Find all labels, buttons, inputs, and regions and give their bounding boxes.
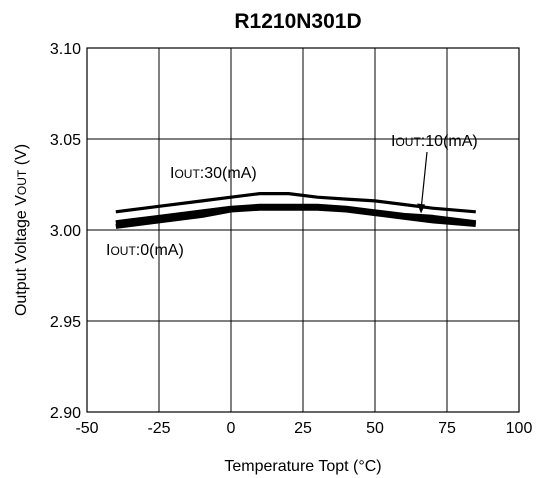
y-tick-label: 3.10	[50, 41, 81, 58]
annotation-sub: OUT	[395, 135, 421, 149]
x-tick-label: 100	[506, 420, 533, 437]
x-tick-label: 50	[366, 420, 384, 437]
x-tick-label: -25	[147, 420, 170, 437]
x-axis-label: Temperature Topt (°C)	[224, 458, 381, 475]
grid	[87, 48, 519, 412]
x-tick-label: 0	[227, 420, 236, 437]
y-tick-label: 2.90	[50, 405, 81, 422]
y-axis-label: Output Voltage VOUT (V)	[13, 144, 30, 316]
annotation-text: :10(mA)	[421, 133, 478, 150]
series-lines	[115, 192, 477, 229]
series-line	[115, 192, 476, 214]
y-tick-label: 2.95	[50, 314, 81, 331]
x-tick-label: 75	[438, 420, 456, 437]
x-tick-label: -50	[75, 420, 98, 437]
y-tick-labels: 3.10 3.05 3.00 2.95 2.90	[50, 41, 81, 422]
y-tick-label: 3.05	[50, 132, 81, 149]
annotation-iout-30: IOUT:30(mA)	[170, 165, 257, 182]
y-axis-label-sub: OUT	[15, 169, 29, 195]
annotation-sub: OUT	[110, 244, 136, 258]
y-tick-label: 3.00	[50, 223, 81, 240]
annotation-text: I	[391, 133, 395, 150]
chart-title: R1210N301D	[234, 10, 361, 33]
annotation-iout-10: IOUT:10(mA)	[391, 133, 478, 150]
y-axis-label-part: (V)	[13, 144, 30, 170]
annotation-iout-0: IOUT:0(mA)	[106, 242, 184, 259]
arrow-head	[417, 203, 426, 214]
annotation-sub: OUT	[174, 167, 200, 181]
x-tick-label: 25	[294, 420, 312, 437]
annotation-text: :0(mA)	[136, 242, 184, 259]
series-line	[115, 205, 477, 229]
plot-area-frame	[86, 47, 520, 413]
arrow-shaft	[420, 151, 428, 210]
annotation-text: I	[106, 242, 110, 259]
y-axis-label-part: Output Voltage V	[13, 195, 30, 316]
x-tick-labels: -50 -25 0 25 50 75 100	[75, 420, 532, 437]
annotation-arrow	[417, 151, 428, 214]
annotation-text: :30(mA)	[200, 165, 257, 182]
annotation-text: I	[170, 165, 174, 182]
